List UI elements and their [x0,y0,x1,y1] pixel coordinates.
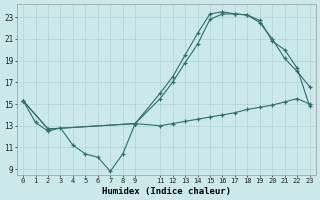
X-axis label: Humidex (Indice chaleur): Humidex (Indice chaleur) [102,187,231,196]
